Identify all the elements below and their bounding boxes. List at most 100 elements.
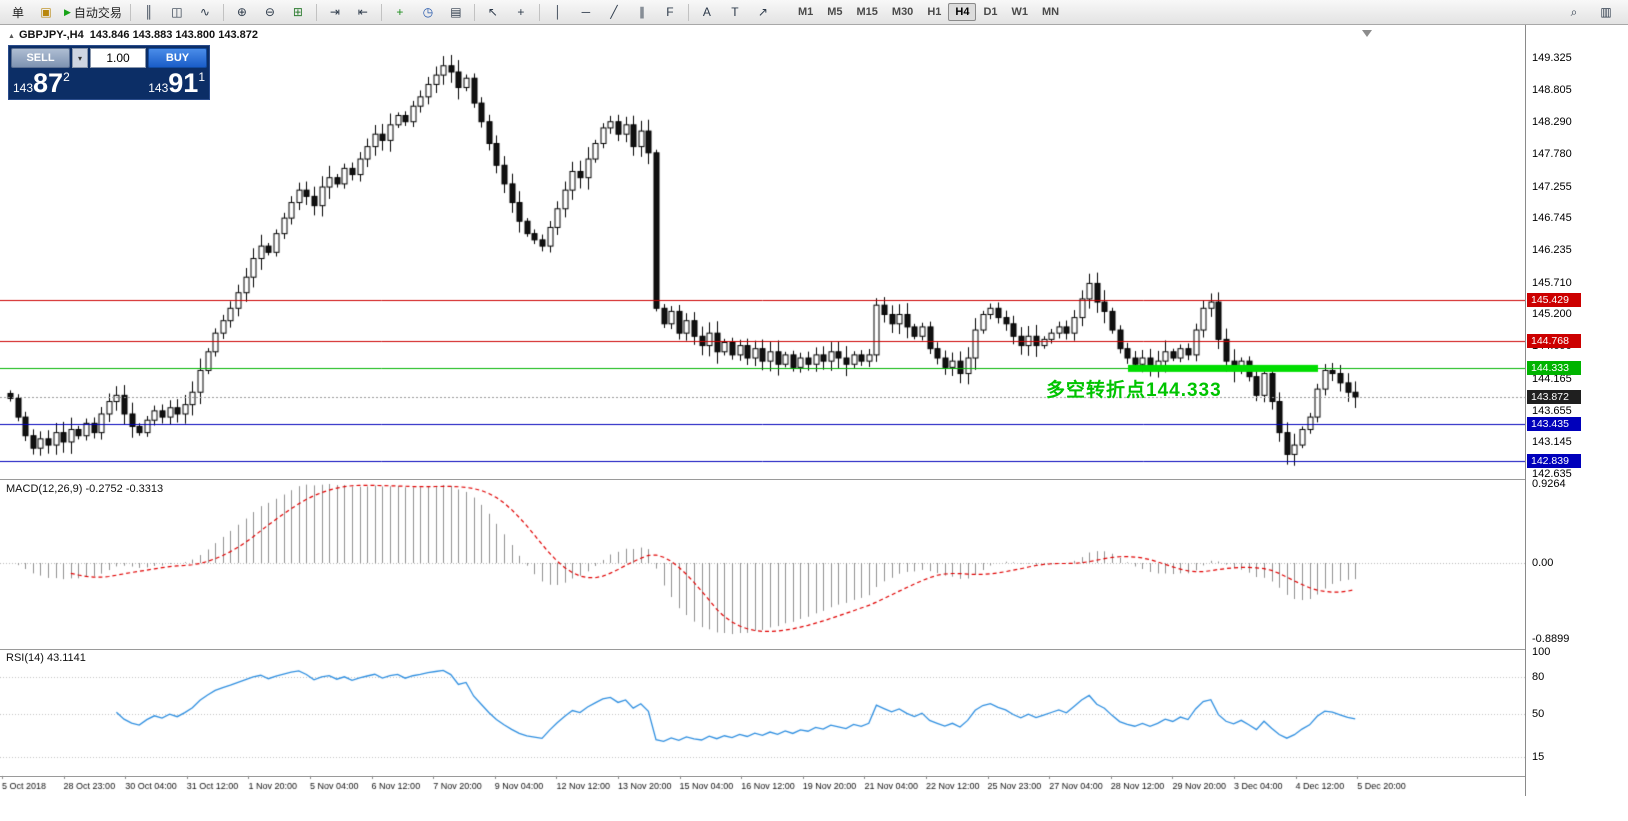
price-axis-tick: 144.165 <box>1532 372 1572 385</box>
timeframe-m5[interactable]: M5 <box>827 6 843 18</box>
candlestick-chart-icon[interactable]: ◫ <box>171 5 183 19</box>
toolbar-separator <box>315 3 317 21</box>
price-axis-tick: 146.235 <box>1532 244 1572 257</box>
indicators-icon[interactable]: + <box>396 5 404 19</box>
sell-price-big: 87 <box>33 68 64 98</box>
sell-price-prefix: 143 <box>13 81 34 95</box>
search-icon[interactable]: ⌕ <box>1570 4 1578 19</box>
equidistant-channel-icon[interactable]: ∥ <box>638 5 645 19</box>
rsi-label: RSI(14) 43.1141 <box>6 652 86 664</box>
new-order-button[interactable]: 单 <box>11 5 24 20</box>
level-price-tag: 144.768 <box>1527 334 1581 349</box>
buy-button[interactable]: BUY <box>148 48 207 68</box>
price-axis-tick: 143.655 <box>1532 404 1572 417</box>
toolbar-right-group: ⌕ ▥ <box>1560 1 1620 23</box>
buy-price[interactable]: 143 91 1 <box>148 70 205 97</box>
timeframe-m1[interactable]: M1 <box>797 6 814 18</box>
toolbar-separator <box>222 3 224 21</box>
bar-chart-icon[interactable]: ║ <box>144 5 154 19</box>
price-axis-tick: 148.290 <box>1532 116 1572 129</box>
macd-pane-separator[interactable] <box>0 479 1628 480</box>
price-scale[interactable]: 149.325 148.805 148.290 147.780 147.255 146.7… <box>1525 25 1628 796</box>
text-icon[interactable]: A <box>702 5 711 19</box>
timeframe-m15[interactable]: M15 <box>856 6 878 18</box>
cursor-icon[interactable]: ↖ <box>487 5 498 19</box>
toolbar-separator <box>380 3 382 21</box>
rsi-axis-tick: 50 <box>1532 707 1545 720</box>
toolbar-separator <box>129 3 131 21</box>
symbol-period-label: GBPJPY-,H4 <box>18 29 84 41</box>
level-price-tag: 143.435 <box>1527 417 1581 432</box>
chart-shift-icon[interactable]: ⇤ <box>357 5 368 19</box>
sell-price[interactable]: 143 87 2 <box>13 70 70 97</box>
periods-icon[interactable]: ◷ <box>422 5 434 19</box>
toolbar-separator <box>473 3 475 21</box>
buy-price-sup: 1 <box>198 70 205 84</box>
timeframe-h4[interactable]: H4 <box>948 3 977 21</box>
price-axis-tick: 142.635 <box>1532 467 1572 480</box>
price-axis-tick: 145.200 <box>1532 308 1572 321</box>
crosshair-icon[interactable]: + <box>517 5 525 19</box>
macd-axis-tick: 0.00 <box>1532 557 1554 569</box>
main-toolbar: 单 ▣ ▶ 自动交易 ║ ◫ ∿ ⊕ ⊖ ⊞ ⇥ ⇤ + ◷ ▤ ↖ + │ ─ ╱ ∥ F A T ↗ M1 M5 M15 M30 H… <box>0 0 1628 25</box>
level-price-tag: 145.429 <box>1527 293 1581 308</box>
horizontal-line-icon[interactable]: ─ <box>581 5 591 19</box>
toolbar-separator <box>687 3 689 21</box>
volume-control: ▾ <box>72 48 146 68</box>
autotrading-button[interactable]: ▶ 自动交易 <box>64 5 122 20</box>
price-axis-tick: 148.805 <box>1532 84 1572 97</box>
timeframe-d1[interactable]: D1 <box>983 6 998 18</box>
timeframe-w1[interactable]: W1 <box>1011 6 1029 18</box>
vertical-line-icon[interactable]: │ <box>554 5 562 19</box>
rsi-axis-tick: 15 <box>1532 750 1545 763</box>
line-chart-icon[interactable]: ∿ <box>199 5 210 19</box>
fibonacci-icon[interactable]: F <box>666 5 674 19</box>
price-axis-tick: 147.255 <box>1532 180 1572 193</box>
rsi-axis-tick: 80 <box>1532 670 1545 683</box>
text-label-icon[interactable]: T <box>731 5 739 19</box>
timeframe-m30[interactable]: M30 <box>891 6 914 18</box>
chart-window: ▲ GBPJPY-,H4 143.846 143.883 143.800 143.8… <box>0 25 1628 821</box>
autotrading-play-icon: ▶ <box>64 6 71 17</box>
rsi-pane-separator[interactable] <box>0 649 1628 650</box>
toolbar-separator <box>538 3 540 21</box>
price-axis-tick: 145.710 <box>1532 276 1572 289</box>
auto-scroll-icon[interactable]: ⇥ <box>329 5 340 19</box>
sell-button[interactable]: SELL <box>11 48 70 68</box>
new-chart-icon[interactable]: ▣ <box>40 5 52 19</box>
arrow-objects-icon[interactable]: ↗ <box>757 5 768 19</box>
trendline-icon[interactable]: ╱ <box>610 5 618 19</box>
current-price-tag: 143.872 <box>1527 390 1581 405</box>
rsi-axis-tick: 100 <box>1532 646 1551 658</box>
one-click-trading-panel: SELL ▾ BUY 143 87 2 143 91 1 <box>8 45 210 100</box>
tile-windows-icon[interactable]: ⊞ <box>292 5 303 19</box>
macd-axis-tick: 0.9264 <box>1532 477 1566 490</box>
time-axis-separator <box>0 776 1628 777</box>
collapse-panel-icon[interactable]: ▲ <box>8 33 15 40</box>
volume-input[interactable] <box>90 48 146 68</box>
price-axis-tick: 146.745 <box>1532 212 1572 225</box>
data-window-icon[interactable]: ▥ <box>1600 5 1612 19</box>
zoom-out-icon[interactable]: ⊖ <box>264 5 275 19</box>
chart-ohlc-header: ▲ GBPJPY-,H4 143.846 143.883 143.800 143.8… <box>8 29 258 41</box>
buy-price-prefix: 143 <box>148 81 169 95</box>
macd-label: MACD(12,26,9) -0.2752 -0.3313 <box>6 483 164 495</box>
macd-axis-tick: -0.8899 <box>1532 632 1570 645</box>
zoom-in-icon[interactable]: ⊕ <box>236 5 247 19</box>
level-price-tag: 144.333 <box>1527 361 1581 376</box>
toolbar-left-group: 单 ▣ ▶ 自动交易 ║ ◫ ∿ ⊕ ⊖ ⊞ ⇥ ⇤ + ◷ ▤ ↖ + │ ─ ╱ ∥ F A T ↗ <box>4 1 777 23</box>
price-axis-tick: 147.780 <box>1532 148 1572 161</box>
timeframe-group: M1 M5 M15 M30 H1 H4 D1 W1 MN <box>791 3 1066 21</box>
volume-dropdown-icon[interactable]: ▾ <box>72 48 88 68</box>
sell-price-sup: 2 <box>63 70 70 84</box>
timeframe-mn[interactable]: MN <box>1042 6 1060 18</box>
buy-price-big: 91 <box>168 68 199 98</box>
timeframe-h1[interactable]: H1 <box>927 6 942 18</box>
chart-shift-marker[interactable] <box>1362 30 1372 37</box>
templates-icon[interactable]: ▤ <box>450 5 462 19</box>
level-price-tag: 142.839 <box>1527 454 1581 469</box>
price-axis-tick: 143.145 <box>1532 436 1572 449</box>
price-chart-canvas[interactable] <box>0 25 1525 796</box>
pivot-annotation-text[interactable]: 多空转折点144.333 <box>1046 380 1222 401</box>
price-axis-tick: 149.325 <box>1532 52 1572 64</box>
